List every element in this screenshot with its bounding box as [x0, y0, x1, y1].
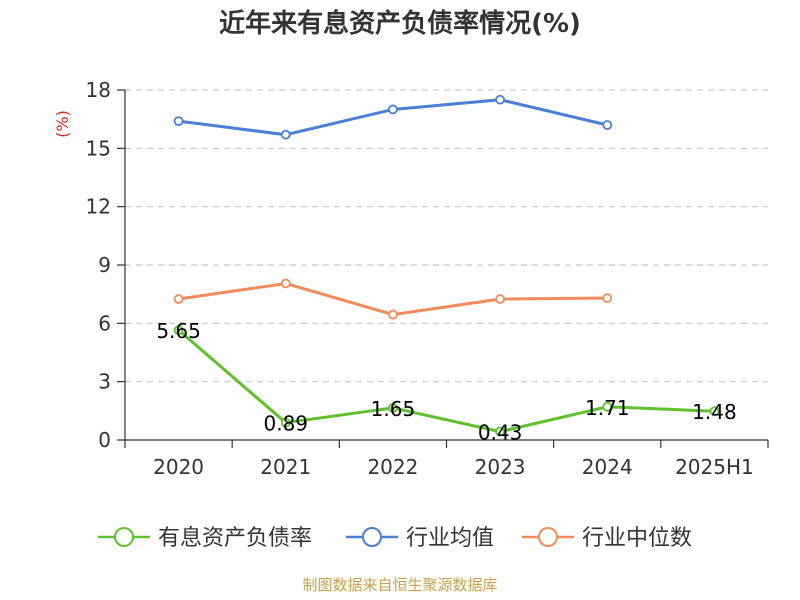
legend-swatch-marker [538, 527, 558, 547]
y-tick-label: 12 [86, 195, 111, 219]
series-point [388, 104, 398, 115]
legend-swatch-marker [362, 527, 382, 547]
series-point [388, 309, 398, 320]
y-tick-label: 9 [98, 253, 111, 277]
y-tick-label: 18 [86, 78, 111, 102]
grid [125, 89, 768, 383]
series-point [709, 406, 720, 417]
series-point [388, 403, 398, 413]
y-tick-label: 6 [98, 311, 111, 335]
y-axis-label: (%) [53, 110, 72, 138]
x-tick-label: 2024 [582, 455, 633, 479]
y-tick-label: 3 [98, 370, 111, 394]
data-label: 1.65 [371, 397, 416, 421]
series-group [173, 94, 720, 437]
data-label: 5.65 [156, 319, 201, 343]
series-point [280, 278, 291, 289]
data-label: 1.48 [692, 400, 737, 424]
series-point [495, 94, 505, 105]
legend-label: 行业均值 [406, 526, 494, 551]
x-tick-label: 2023 [475, 455, 526, 479]
x-tick-label: 2022 [367, 455, 418, 479]
source-note: 制图数据来自恒生聚源数据库 [302, 576, 497, 594]
series-point [173, 325, 184, 336]
series-point [173, 294, 184, 304]
legend-label: 行业中位数 [582, 526, 692, 551]
x-tick-label: 2021 [260, 455, 311, 479]
series-point [602, 293, 613, 303]
series-point [495, 426, 505, 437]
series-point [173, 116, 184, 127]
series-point [602, 120, 613, 130]
y-tick-label: 15 [86, 136, 111, 160]
x-tick-label: 2025H1 [675, 455, 754, 479]
data-labels: 5.65 0.89 1.65 0.43 1.71 1.48 [156, 319, 736, 445]
series-point [280, 417, 291, 428]
chart-title: 近年来有息资产负债率情况(%) [219, 8, 581, 39]
data-label: 1.71 [585, 396, 630, 420]
series-line [177, 329, 715, 434]
series-point [495, 294, 505, 304]
data-label: 0.89 [263, 412, 308, 436]
y-tick-label: 0 [98, 428, 111, 452]
legend-swatch-marker [114, 527, 134, 547]
legend: 有息资产负债率 行业均值 行业中位数 [98, 526, 692, 551]
axes: 0 3 6 9 12 15 18 2020 2021 2022 2023 2024 2025H1 [86, 78, 769, 479]
series-point [280, 129, 291, 140]
data-label: 0.43 [478, 421, 523, 445]
legend-label: 有息资产负债率 [158, 526, 312, 551]
x-tick-label: 2020 [153, 455, 204, 479]
series-point [602, 401, 613, 412]
